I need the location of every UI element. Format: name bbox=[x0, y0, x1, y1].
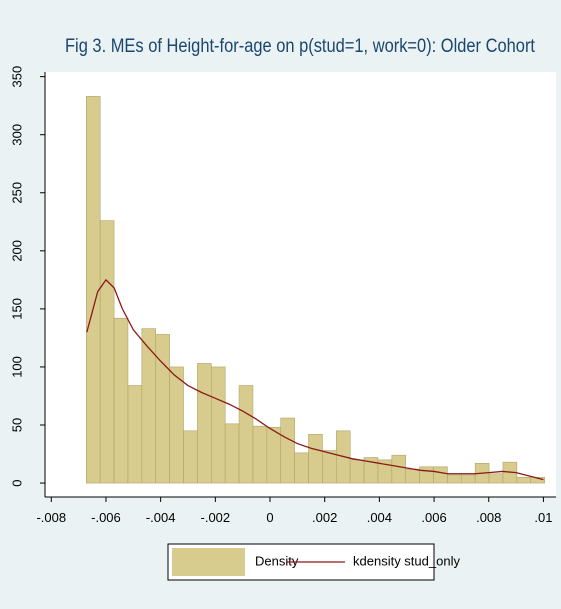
y-tick-label: 300 bbox=[9, 124, 24, 146]
bar bbox=[127, 385, 143, 484]
x-tick-label: .004 bbox=[367, 510, 392, 525]
y-tick-label: 0 bbox=[9, 479, 24, 486]
chart-title: Fig 3. MEs of Height-for-age on p(stud=1… bbox=[65, 36, 536, 57]
bar bbox=[197, 363, 212, 484]
x-tick-label: -.004 bbox=[146, 510, 176, 525]
bar bbox=[447, 474, 462, 484]
x-tick-label: -.002 bbox=[201, 510, 231, 525]
x-tick-label: -.006 bbox=[91, 510, 121, 525]
bar bbox=[419, 466, 434, 484]
bar bbox=[405, 468, 420, 484]
x-tick-label: .008 bbox=[476, 510, 501, 525]
bar bbox=[224, 423, 240, 484]
bar bbox=[252, 425, 268, 484]
bar bbox=[266, 427, 282, 484]
bar bbox=[280, 417, 295, 484]
y-tick-label: 100 bbox=[9, 356, 24, 378]
bar bbox=[294, 452, 309, 484]
bar bbox=[349, 459, 365, 484]
x-tick-label: .006 bbox=[421, 510, 446, 525]
bar bbox=[391, 454, 407, 484]
bar bbox=[238, 385, 254, 484]
x-tick-label: .002 bbox=[312, 510, 337, 525]
bar bbox=[141, 328, 157, 484]
y-tick-label: 200 bbox=[9, 240, 24, 262]
x-tick-label: .01 bbox=[534, 510, 552, 525]
bar bbox=[433, 466, 448, 484]
bar bbox=[85, 96, 101, 484]
bar bbox=[113, 317, 129, 484]
bar bbox=[322, 450, 337, 484]
bar bbox=[488, 473, 504, 484]
density-line bbox=[86, 278, 544, 481]
bar bbox=[169, 366, 184, 484]
bar bbox=[99, 220, 115, 484]
y-tick-label: 150 bbox=[9, 298, 24, 320]
x-tick-label: -.008 bbox=[36, 510, 66, 525]
legend-label: kdensity stud_only bbox=[353, 553, 460, 568]
bar bbox=[530, 476, 545, 484]
legend-label: Density bbox=[255, 553, 299, 568]
bar bbox=[183, 430, 198, 484]
bar bbox=[516, 476, 532, 484]
bar bbox=[308, 433, 323, 484]
bar bbox=[155, 334, 170, 484]
legend-swatch bbox=[172, 548, 245, 576]
bar bbox=[460, 474, 476, 484]
bar bbox=[210, 366, 226, 484]
x-tick-label: 0 bbox=[266, 510, 273, 525]
y-tick-label: 350 bbox=[9, 66, 24, 88]
y-tick-label: 50 bbox=[9, 418, 24, 432]
y-tick-label: 250 bbox=[9, 182, 24, 204]
